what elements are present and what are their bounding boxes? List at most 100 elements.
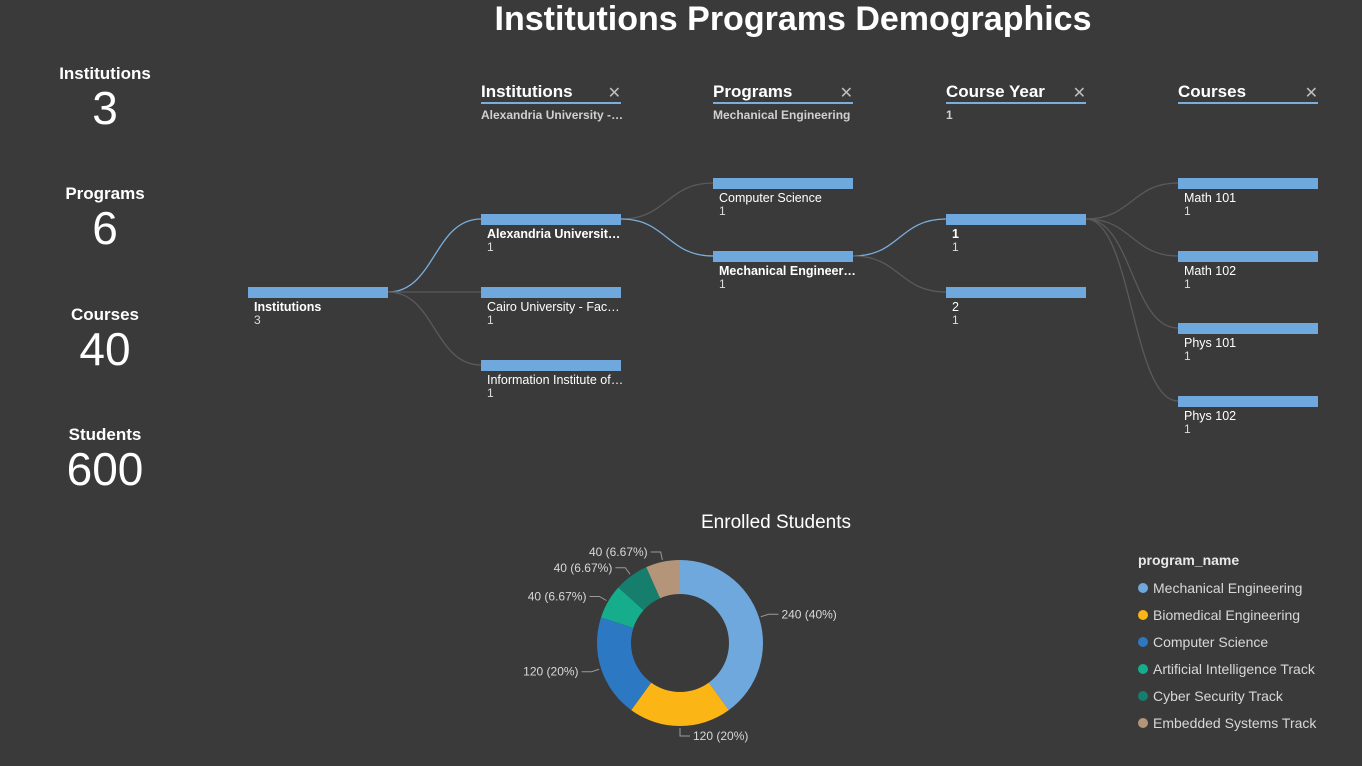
legend-dot-icon — [1138, 690, 1148, 701]
legend-dot-icon — [1138, 717, 1148, 728]
legend-dot-icon — [1138, 663, 1148, 674]
pie-slice[interactable] — [631, 682, 729, 726]
node-count: 3 — [254, 313, 261, 327]
close-icon[interactable]: ✕ — [1072, 85, 1086, 102]
tree-node-year[interactable]: 1 1 — [946, 214, 1086, 253]
node-bar — [713, 251, 853, 262]
node-label: Phys 102 — [1184, 409, 1237, 423]
tree-node-program[interactable]: Computer Science 1 — [713, 178, 853, 217]
node-bar — [248, 287, 388, 298]
node-bar — [1178, 323, 1318, 334]
slice-data-label: 40 (6.67%) — [528, 590, 587, 604]
column-header-label: Course Year — [946, 82, 1045, 101]
tree-link — [1085, 218, 1179, 329]
tree-node-course[interactable]: Math 101 1 — [1178, 178, 1318, 217]
tree-link — [387, 218, 482, 293]
legend-label: Cyber Security Track — [1153, 687, 1283, 704]
kpi-institutions: Institutions 3 — [40, 64, 170, 132]
column-header-programs: Programs ✕ — [713, 82, 853, 104]
legend-item[interactable]: Artificial Intelligence Track — [1138, 655, 1316, 682]
node-label: Cairo University - Faculty of Engineerin… — [487, 300, 625, 314]
legend-item[interactable]: Mechanical Engineering — [1138, 574, 1316, 601]
column-header-label: Courses — [1178, 82, 1247, 101]
label-leader-line — [650, 551, 663, 560]
node-label: Mechanical Engineering — [719, 264, 857, 278]
tree-node-institution[interactable]: Cairo University - Faculty of Engineerin… — [481, 287, 625, 326]
tree-link — [852, 255, 947, 293]
node-bar — [481, 287, 621, 298]
legend-label: Computer Science — [1153, 633, 1269, 650]
column-header-course-year: Course Year ✕ — [946, 82, 1086, 104]
legend-item[interactable]: Computer Science — [1138, 628, 1316, 655]
close-icon[interactable]: ✕ — [607, 85, 621, 102]
legend-label: Mechanical Engineering — [1153, 579, 1303, 596]
slice-data-label: 40 (6.67%) — [554, 561, 613, 575]
node-bar — [1178, 178, 1318, 189]
tree-node-course[interactable]: Phys 101 1 — [1178, 323, 1318, 362]
legend-dot-icon — [1138, 582, 1148, 593]
legend-item[interactable]: Cyber Security Track — [1138, 682, 1316, 709]
chart-legend: program_name Mechanical Engineering Biome… — [1138, 552, 1316, 736]
legend-item[interactable]: Biomedical Engineering — [1138, 601, 1316, 628]
slice-data-label: 240 (40%) — [781, 607, 836, 621]
pie-slice[interactable] — [646, 560, 680, 599]
tree-node-institution[interactable]: Alexandria University - Faculty of Engin… — [481, 214, 625, 253]
label-leader-line — [589, 596, 607, 601]
close-icon[interactable]: ✕ — [839, 85, 853, 102]
tree-node-root[interactable]: Institutions 3 — [248, 287, 388, 326]
node-label: Math 101 — [1184, 191, 1237, 205]
kpi-value: 3 — [92, 82, 118, 134]
pie-slice[interactable] — [680, 560, 763, 711]
legend-dot-icon — [1138, 609, 1148, 620]
tree-node-program[interactable]: Mechanical Engineering 1 — [713, 251, 857, 291]
pie-slice[interactable] — [597, 617, 652, 711]
pie-slice[interactable] — [601, 587, 644, 628]
node-count: 1 — [1184, 422, 1191, 436]
tree-link — [620, 182, 714, 220]
slice-data-label: 120 (20%) — [523, 665, 578, 679]
kpi-label: Students — [68, 425, 142, 444]
legend-label: Biomedical Engineering — [1153, 606, 1301, 623]
label-leader-line — [581, 668, 600, 673]
tree-link — [620, 218, 714, 257]
node-count: 1 — [1184, 204, 1191, 218]
node-label: 1 — [952, 227, 959, 241]
label-leader-line — [760, 613, 779, 618]
close-icon[interactable]: ✕ — [1304, 85, 1318, 102]
kpi-courses: Courses 40 — [40, 305, 170, 373]
tree-node-course[interactable]: Math 102 1 — [1178, 251, 1318, 290]
node-label: Information Institute of Technology — [487, 373, 625, 387]
column-header-institutions: Institutions ✕ — [481, 82, 621, 104]
kpi-programs: Programs 6 — [40, 184, 170, 252]
legend-item[interactable]: Embedded Systems Track — [1138, 709, 1316, 736]
page-title: Institutions Programs Demographics — [494, 0, 1092, 38]
tree-link — [1085, 182, 1179, 220]
label-leader-line — [679, 728, 690, 737]
node-bar — [713, 178, 853, 189]
node-label: Alexandria University - Faculty of Engin… — [487, 227, 625, 241]
node-count: 1 — [1184, 277, 1191, 291]
tree-node-institution[interactable]: Information Institute of Technology 1 — [481, 360, 625, 399]
node-bar — [946, 214, 1086, 225]
legend-dot-icon — [1138, 636, 1148, 647]
column-header-label: Institutions — [481, 82, 573, 101]
node-bar — [481, 214, 621, 225]
chart-title: Enrolled Students — [701, 512, 851, 533]
node-label: 2 — [952, 300, 959, 314]
tree-node-course[interactable]: Phys 102 1 — [1178, 396, 1318, 435]
node-label: Math 102 — [1184, 264, 1237, 278]
node-count: 1 — [719, 277, 726, 291]
tree-link — [1085, 218, 1179, 402]
node-count: 1 — [952, 240, 959, 254]
legend-title: program_name — [1138, 552, 1240, 568]
tree-link — [387, 291, 482, 366]
node-bar — [1178, 396, 1318, 407]
kpi-students: Students 600 — [40, 425, 170, 493]
node-count: 1 — [952, 313, 959, 327]
slice-data-label: 40 (6.67%) — [589, 545, 648, 559]
tree-link — [852, 218, 947, 257]
tree-node-year[interactable]: 2 1 — [946, 287, 1086, 326]
pie-slice[interactable] — [618, 567, 661, 611]
column-header-label: Programs — [713, 82, 793, 101]
